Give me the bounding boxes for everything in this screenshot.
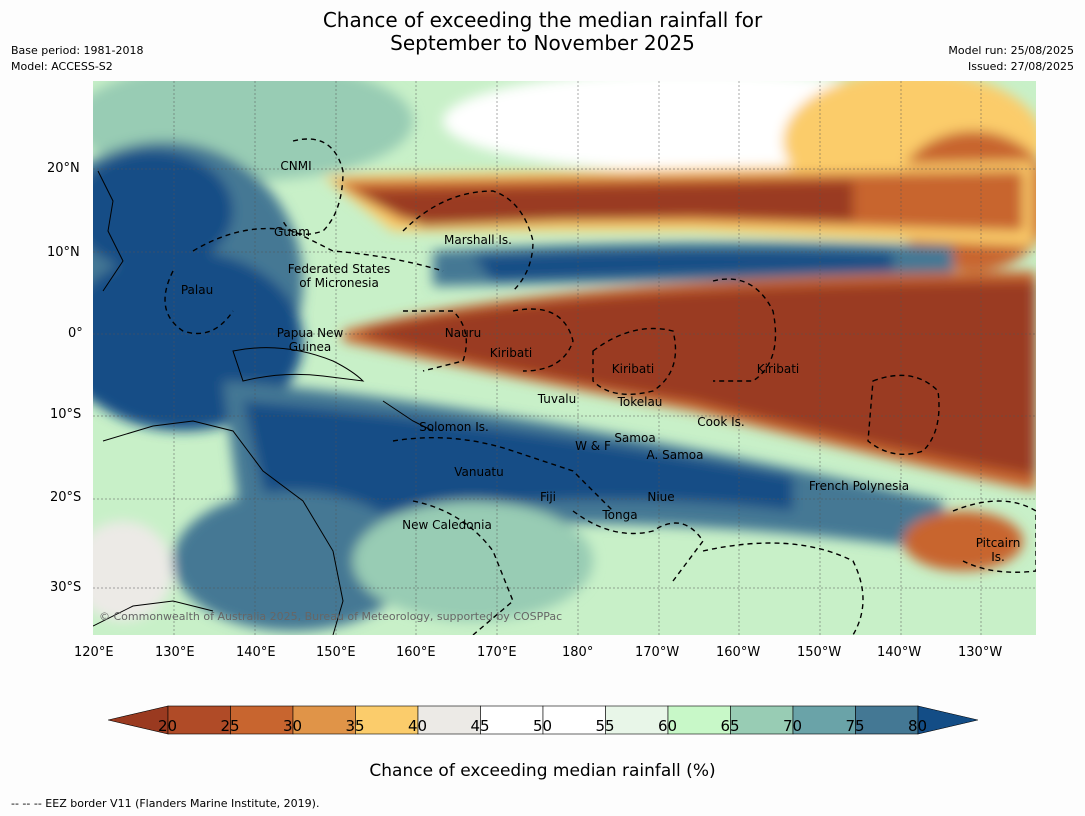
model-run-text: Model run: 25/08/2025 [948,44,1074,57]
label-palau: Palau [181,283,213,297]
colorbar-tick: 60 [658,717,678,735]
label-tuvalu: Tuvalu [537,392,577,406]
lon-tick: 170°E [477,645,517,660]
model-text: Model: ACCESS-S2 [11,60,113,73]
colorbar-tick: 55 [595,717,615,735]
colorbar-tick: 40 [408,717,428,735]
place-labels: CNMI Guam Palau Federated States of Micr… [181,159,1020,564]
label-newcal: New Caledonia [402,518,492,532]
label-solomon: Solomon Is. [419,420,489,434]
colorbar-swatch [480,705,544,735]
label-kiribati-c: Kiribati [612,362,654,376]
rainfall-shading [93,81,1036,631]
label-asamoa: A. Samoa [647,448,704,462]
lat-tick: 30°S [50,580,82,595]
label-cnmi: CNMI [280,159,311,173]
colorbar-tick: 30 [283,717,303,735]
lon-tick: 140°E [236,645,276,660]
label-marshall: Marshall Is. [444,233,512,247]
label-nauru: Nauru [445,326,481,340]
label-guam: Guam [274,225,310,239]
copyright-text: © Commonwealth of Australia 2025, Bureau… [99,610,563,623]
label-frpoly: French Polynesia [809,479,909,493]
colorbar-tick: 45 [470,717,490,735]
label-png-1: Papua New [277,326,344,340]
map-title-line2: September to November 2025 [390,31,695,55]
lon-tick: 150°W [797,645,842,660]
lon-tick: 130°E [155,645,195,660]
label-cook: Cook Is. [697,415,744,429]
base-period-text: Base period: 1981-2018 [11,44,144,57]
colorbar-tick: 50 [533,717,553,735]
label-pitcairn-1: Pitcairn [976,536,1021,550]
label-vanuatu: Vanuatu [454,465,504,479]
label-kiribati-w: Kiribati [490,346,532,360]
map-title-line1: Chance of exceeding the median rainfall … [322,8,763,32]
lon-tick: 150°E [316,645,356,660]
label-fiji: Fiji [540,490,556,504]
colorbar-tick: 35 [345,717,365,735]
colorbar-title: Chance of exceeding median rainfall (%) [369,761,716,781]
label-tonga: Tonga [601,508,637,522]
colorbar-tick: 80 [908,717,928,735]
colorbar-tick: 75 [845,717,865,735]
lon-tick: 120°E [74,645,114,660]
label-png-2: Guinea [289,340,332,354]
colorbar-tick: 70 [783,717,803,735]
lon-tick: 170°W [635,645,680,660]
colorbar-swatch [167,705,231,735]
label-tokelau: Tokelau [617,395,663,409]
colorbar-swatch [855,705,919,735]
coastlines [93,170,434,635]
issued-text: Issued: 27/08/2025 [967,60,1074,73]
lon-tick: 160°W [716,645,761,660]
colorbar-tick: 25 [220,717,240,735]
lat-tick: 10°S [50,407,82,422]
label-fsm-1: Federated States [288,262,390,276]
colorbar-swatch [730,705,794,735]
label-wf: W & F [575,439,611,453]
colorbar-tick: 65 [720,717,740,735]
label-pitcairn-2: Is. [991,550,1005,564]
colorbar-swatch [355,705,419,735]
colorbar-swatch [292,705,356,735]
lon-tick: 140°W [877,645,922,660]
lat-tick: 20°S [50,490,82,505]
lat-tick: 20°N [47,161,80,176]
lat-tick: 10°N [47,245,80,260]
rainfall-map: CNMI Guam Palau Federated States of Micr… [93,81,1036,635]
colorbar-swatch [417,705,481,735]
colorbar-swatch [542,705,606,735]
lon-tick: 180° [562,645,594,660]
label-niue: Niue [647,490,674,504]
lon-tick: 130°W [958,645,1003,660]
lon-tick: 160°E [396,645,436,660]
colorbar-tick: 20 [158,717,178,735]
colorbar-extend-high [917,705,978,735]
colorbar-swatch [230,705,294,735]
label-kiribati-e: Kiribati [757,362,799,376]
lat-tick: 0° [68,326,83,341]
colorbar [108,705,978,735]
eez-borders [164,138,1036,635]
colorbar-segments [108,705,978,735]
eez-footer-note: -- -- -- EEZ border V11 (Flanders Marine… [11,797,320,810]
rainfall-map-svg: CNMI Guam Palau Federated States of Micr… [93,81,1036,635]
label-samoa: Samoa [614,431,655,445]
label-fsm-2: of Micronesia [299,276,379,290]
graticule [93,81,1036,635]
